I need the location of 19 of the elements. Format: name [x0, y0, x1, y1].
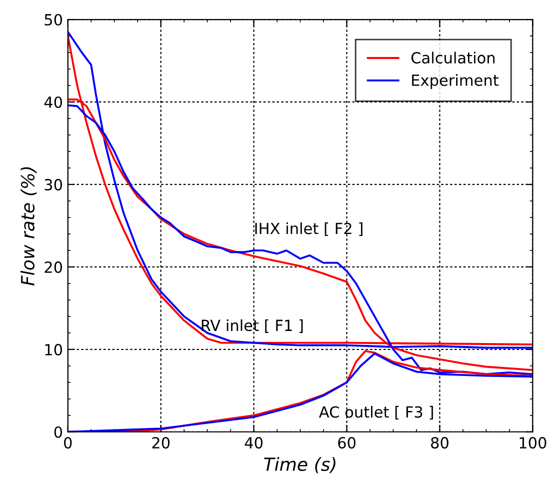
legend-label: Calculation — [411, 52, 495, 64]
annotation: RV inlet [ F1 ] — [202, 319, 303, 333]
annotation: AC outlet [ F3 ] — [319, 406, 433, 420]
y-tick-label: 0 — [54, 426, 62, 438]
y-tick-label: 40 — [44, 96, 62, 108]
x-tick-label: 40 — [244, 437, 263, 449]
y-tick-label: 30 — [44, 178, 62, 190]
y-tick-label: 20 — [44, 261, 62, 273]
x-tick-label: 80 — [431, 437, 448, 449]
legend-label: Experiment — [412, 74, 499, 89]
y-axis-title: Flow rate (%) — [20, 167, 37, 286]
x-tick-label: 60 — [338, 437, 356, 449]
y-tick-label: 50 — [44, 14, 62, 26]
annotation: IHX inlet [ F2 ] — [255, 222, 362, 236]
x-tick-label: 0 — [64, 437, 72, 449]
x-tick-label: 20 — [152, 437, 170, 449]
x-tick-label: 100 — [520, 437, 546, 449]
x-axis-title: Time (s) — [264, 457, 336, 474]
y-tick-label: 10 — [45, 344, 62, 356]
